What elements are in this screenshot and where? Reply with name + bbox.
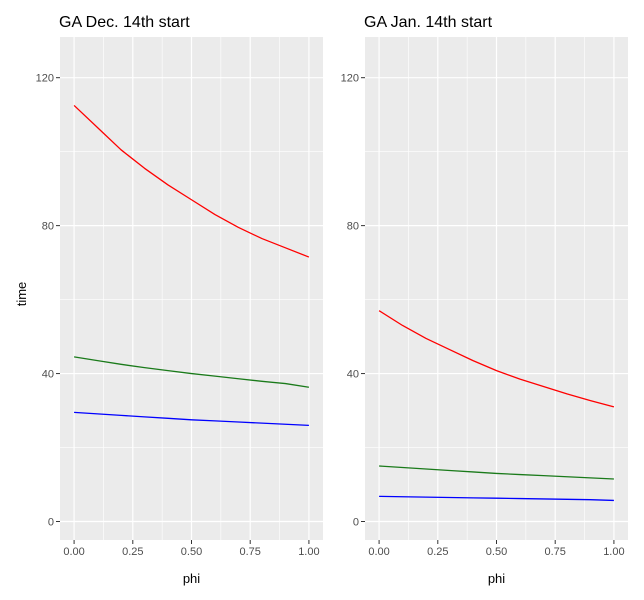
y-tick-label: 0 bbox=[353, 517, 359, 529]
x-tick-label: 1.00 bbox=[298, 546, 319, 558]
series-line-2 bbox=[379, 465, 614, 480]
series-line-3 bbox=[379, 495, 614, 502]
y-tick-label: 120 bbox=[36, 73, 54, 85]
x-tick-label: 0.75 bbox=[239, 546, 260, 558]
x-tick-label: 0.75 bbox=[544, 546, 565, 558]
panel-title: GA Dec. 14th start bbox=[59, 14, 190, 31]
x-axis-title: phi bbox=[183, 571, 200, 586]
y-tick-label: 40 bbox=[42, 369, 54, 381]
y-tick-label: 80 bbox=[42, 221, 54, 233]
y-tick-label: 0 bbox=[48, 517, 54, 529]
y-axis-title: time bbox=[14, 282, 29, 307]
x-tick-label: 0.25 bbox=[122, 546, 143, 558]
x-axis-title: phi bbox=[488, 571, 505, 586]
x-tick-label: 1.00 bbox=[603, 546, 624, 558]
y-tick-label: 120 bbox=[341, 73, 359, 85]
panel-title: GA Jan. 14th start bbox=[364, 14, 493, 31]
x-tick-label: 0.50 bbox=[181, 546, 202, 558]
series-line-2 bbox=[73, 356, 310, 388]
y-tick-label: 40 bbox=[347, 369, 359, 381]
x-tick-label: 0.25 bbox=[427, 546, 448, 558]
x-tick-label: 0.50 bbox=[486, 546, 507, 558]
series-line-1 bbox=[73, 104, 310, 258]
x-tick-label: 0.00 bbox=[63, 546, 84, 558]
panel-2: 0.00 0.25 0.50 0.75 1.00 0 40 80 120 GA Jan. 14th… bbox=[341, 14, 628, 586]
series-line-1 bbox=[378, 310, 615, 408]
x-tick-label: 0.00 bbox=[368, 546, 389, 558]
y-tick-label: 80 bbox=[347, 221, 359, 233]
series-line-3 bbox=[74, 411, 309, 426]
panel-1: 0.00 0.25 0.50 0.75 1.00 0 40 80 120 GA Dec. 14th… bbox=[36, 14, 323, 586]
